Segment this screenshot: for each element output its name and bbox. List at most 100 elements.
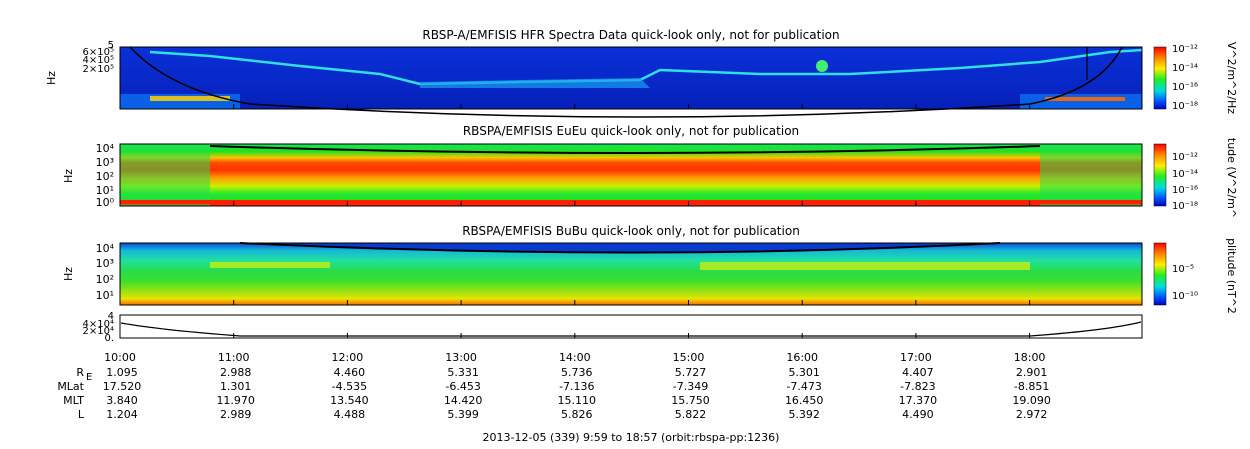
bubu-cbar-label: plitude (nT^2 xyxy=(1225,238,1238,314)
eueu-ytick-1: 10³ xyxy=(96,156,114,169)
ephemeris-value: 4.407 xyxy=(902,366,934,379)
eueu-ytick-4: 10⁰ xyxy=(96,196,115,209)
ephemeris-value: 17.520 xyxy=(103,380,142,393)
ephemeris-value: 15.750 xyxy=(671,394,710,407)
ephemeris-value: -4.535 xyxy=(332,380,367,393)
line-ytick-0: 0. xyxy=(104,333,114,344)
ephemeris-value: 14.420 xyxy=(444,394,483,407)
hfr-cbar-label: V^2/m^2/Hz xyxy=(1225,42,1238,114)
hfr-cbar-tick-0: 10⁻¹² xyxy=(1172,44,1198,55)
ephemeris-table: R E 1.095 2.988 4.460 5.331 5.736 5.727 5.301 4.4… xyxy=(57,366,1051,421)
ephemeris-value: 2.901 xyxy=(1016,366,1048,379)
ephemeris-value: 5.331 xyxy=(447,366,479,379)
time-label: 18:00 xyxy=(1014,351,1046,364)
ephemeris-value: 1.204 xyxy=(106,408,138,421)
hfr-ytick-4e5: 4×10⁵ xyxy=(83,55,114,66)
line-frame xyxy=(119,314,1143,339)
time-label: 10:00 xyxy=(104,351,136,364)
ephemeris-value: 4.488 xyxy=(334,408,366,421)
ephemeris-row-label: MLT xyxy=(63,394,84,407)
time-label: 17:00 xyxy=(900,351,932,364)
ephemeris-row-label: L xyxy=(78,408,85,421)
time-label: 14:00 xyxy=(559,351,591,364)
eueu-colorbar xyxy=(1153,143,1167,207)
bubu-ytick-0: 10⁴ xyxy=(96,242,115,255)
bubu-cbar-tick-0: 10⁻⁵ xyxy=(1172,264,1194,275)
ephemeris-value: -6.453 xyxy=(445,380,480,393)
time-axis: 10:00 11:00 12:00 13:00 14:00 15:00 16:00 17:00… xyxy=(104,351,1045,364)
ephemeris-value: 17.370 xyxy=(899,394,938,407)
ephemeris-value: -7.823 xyxy=(900,380,935,393)
ephemeris-value: 16.450 xyxy=(785,394,824,407)
line-panel xyxy=(119,314,1143,339)
hfr-cbar-tick-2: 10⁻¹⁶ xyxy=(1172,82,1198,93)
ephemeris-value: 19.090 xyxy=(1012,394,1051,407)
line-ytick-top: 4 xyxy=(108,311,114,322)
hfr-hot-band-right xyxy=(1045,97,1125,101)
bubu-panel-title: RBSPA/EMFISIS BuBu quick-look only, not … xyxy=(462,224,800,238)
eueu-cbar-tick-3: 10⁻¹⁸ xyxy=(1172,201,1198,212)
eueu-panel-title: RBSPA/EMFISIS EuEu quick-look only, not … xyxy=(463,124,799,138)
time-label: 12:00 xyxy=(332,351,364,364)
ephemeris-value: 2.972 xyxy=(1016,408,1048,421)
ephemeris-value: 13.540 xyxy=(330,394,369,407)
hfr-frame xyxy=(119,46,1143,110)
bubu-band-right xyxy=(700,262,1030,270)
eueu-cbar-tick-1: 10⁻¹⁴ xyxy=(1172,169,1198,180)
ephemeris-value: 11.970 xyxy=(216,394,255,407)
bubu-ytick-1: 10³ xyxy=(96,257,114,270)
line-ytick-4e4: 4×10⁴ xyxy=(83,319,114,330)
time-label: 16:00 xyxy=(786,351,818,364)
ephemeris-value: 2.989 xyxy=(220,408,252,421)
eueu-cbar-tick-2: 10⁻¹⁶ xyxy=(1172,185,1198,196)
time-axis-ticks xyxy=(119,104,1031,338)
line-ytick-2e4: 2×10⁴ xyxy=(83,326,114,337)
ephemeris-value: -7.136 xyxy=(559,380,594,393)
ephemeris-value: 2.988 xyxy=(220,366,252,379)
hfr-panel-title: RBSP-A/EMFISIS HFR Spectra Data quick-lo… xyxy=(422,28,839,42)
hfr-spectrogram xyxy=(120,46,1143,118)
time-label: 11:00 xyxy=(218,351,250,364)
bubu-cyclotron-line xyxy=(239,242,1001,254)
eueu-bottom-band xyxy=(120,200,1142,204)
ephemeris-value: 5.301 xyxy=(788,366,820,379)
ephemeris-value: 15.110 xyxy=(558,394,597,407)
line-curve xyxy=(120,321,1142,337)
eueu-ytick-0: 10⁴ xyxy=(96,142,115,155)
hfr-ylabel: Hz xyxy=(45,71,58,85)
hfr-cbar-tick-3: 10⁻¹⁸ xyxy=(1172,101,1198,112)
bubu-cbar-tick-1: 10⁻¹⁰ xyxy=(1172,291,1198,302)
ephemeris-value: 3.840 xyxy=(106,394,138,407)
ephemeris-value: 4.460 xyxy=(334,366,366,379)
hfr-emission-region xyxy=(420,78,650,88)
time-label: 15:00 xyxy=(673,351,705,364)
eueu-ytick-3: 10¹ xyxy=(96,184,114,197)
ephemeris-row-label: R xyxy=(76,366,84,379)
time-label: 13:00 xyxy=(445,351,477,364)
bubu-colorbar xyxy=(1153,242,1167,306)
ephemeris-value: -7.349 xyxy=(673,380,708,393)
hfr-ytick-top: 5 xyxy=(108,40,114,51)
bubu-frame xyxy=(119,242,1143,306)
eueu-edge-right xyxy=(1040,144,1142,206)
hfr-ytick-6e5: 6×10⁵ xyxy=(83,47,114,58)
bubu-ytick-2: 10² xyxy=(96,273,114,286)
ephemeris-value: 5.392 xyxy=(788,408,820,421)
ephemeris-value: -7.473 xyxy=(786,380,821,393)
eueu-cbar-label: tude (V^2/m^ xyxy=(1225,138,1238,218)
ephemeris-value: 5.822 xyxy=(675,408,707,421)
hfr-emission-blob xyxy=(816,60,828,72)
bubu-ylabel: Hz xyxy=(62,267,75,281)
ephemeris-row-label: MLat xyxy=(57,380,84,393)
bubu-band-left xyxy=(210,262,330,268)
hfr-cbar-tick-1: 10⁻¹⁴ xyxy=(1172,63,1198,74)
eueu-cyclotron-line xyxy=(209,145,1041,154)
ephemeris-value: -8.851 xyxy=(1014,380,1049,393)
eueu-background xyxy=(120,144,1142,206)
eueu-ylabel: Hz xyxy=(62,169,75,183)
ephemeris-value: 5.399 xyxy=(447,408,479,421)
footer-date-range: 2013-12-05 (339) 9:59 to 18:57 (orbit:rb… xyxy=(483,431,780,444)
ephemeris-value: 5.736 xyxy=(561,366,593,379)
ephemeris-value: 4.490 xyxy=(902,408,934,421)
